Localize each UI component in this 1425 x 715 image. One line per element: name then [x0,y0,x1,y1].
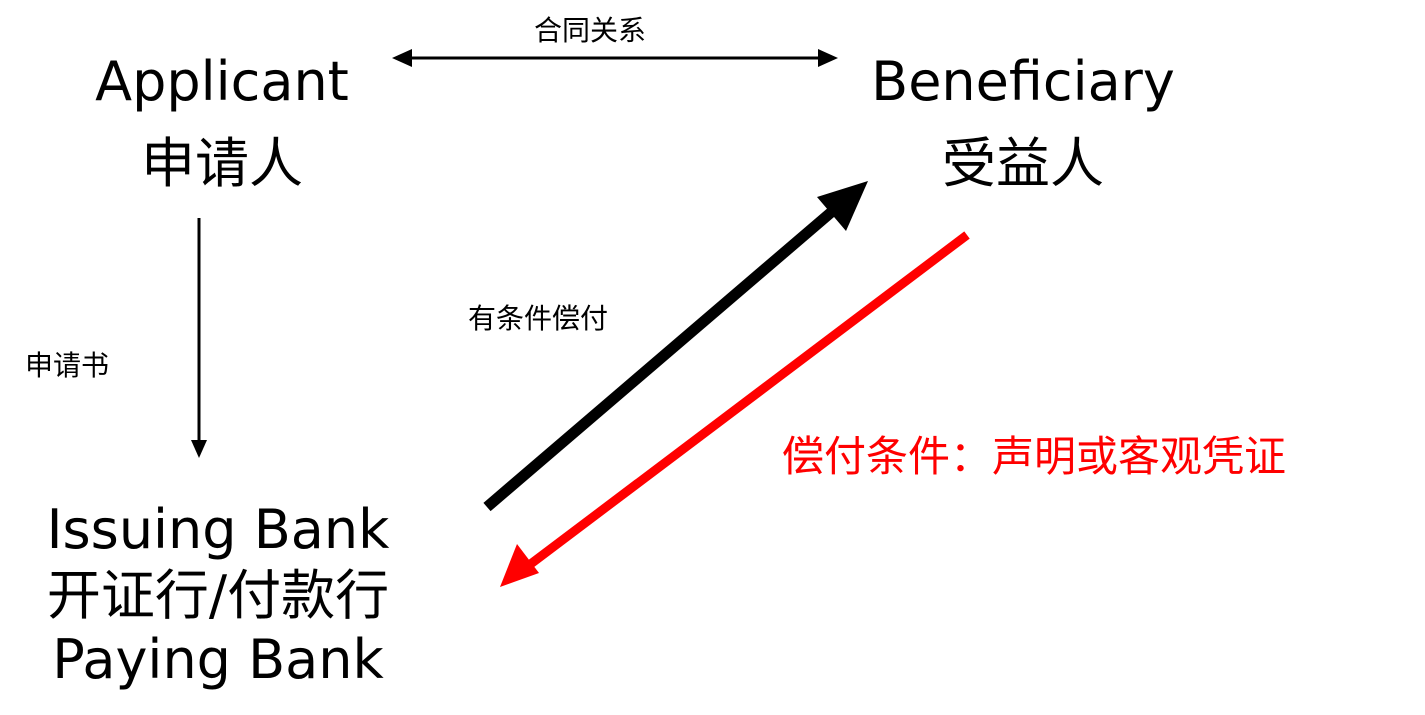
paying-bank-en: Paying Bank [52,628,384,691]
application-label: 申请书 [25,349,110,382]
issuing-bank-en: Issuing Bank [46,498,390,561]
issuing-bank-node: Issuing Bank 开证行/付款行 Paying Bank [8,503,428,687]
issuing-bank-zh: 开证行/付款行 [46,564,390,627]
conditional-payment-arrow [483,181,868,512]
application-arrow [191,218,207,458]
applicant-zh: 申请人 [141,132,303,195]
beneficiary-node: Beneficiary 受益人 [858,55,1188,191]
payment-condition-label: 偿付条件：声明或客观凭证 [782,432,1287,481]
contract-label: 合同关系 [534,14,647,47]
contract-arrow [392,49,838,67]
applicant-en: Applicant [95,50,349,113]
applicant-node: Applicant 申请人 [86,55,358,191]
payment-condition-arrow [500,231,970,587]
beneficiary-en: Beneficiary [871,50,1175,113]
beneficiary-zh: 受益人 [942,132,1104,195]
conditional-payment-label: 有条件偿付 [468,302,609,335]
